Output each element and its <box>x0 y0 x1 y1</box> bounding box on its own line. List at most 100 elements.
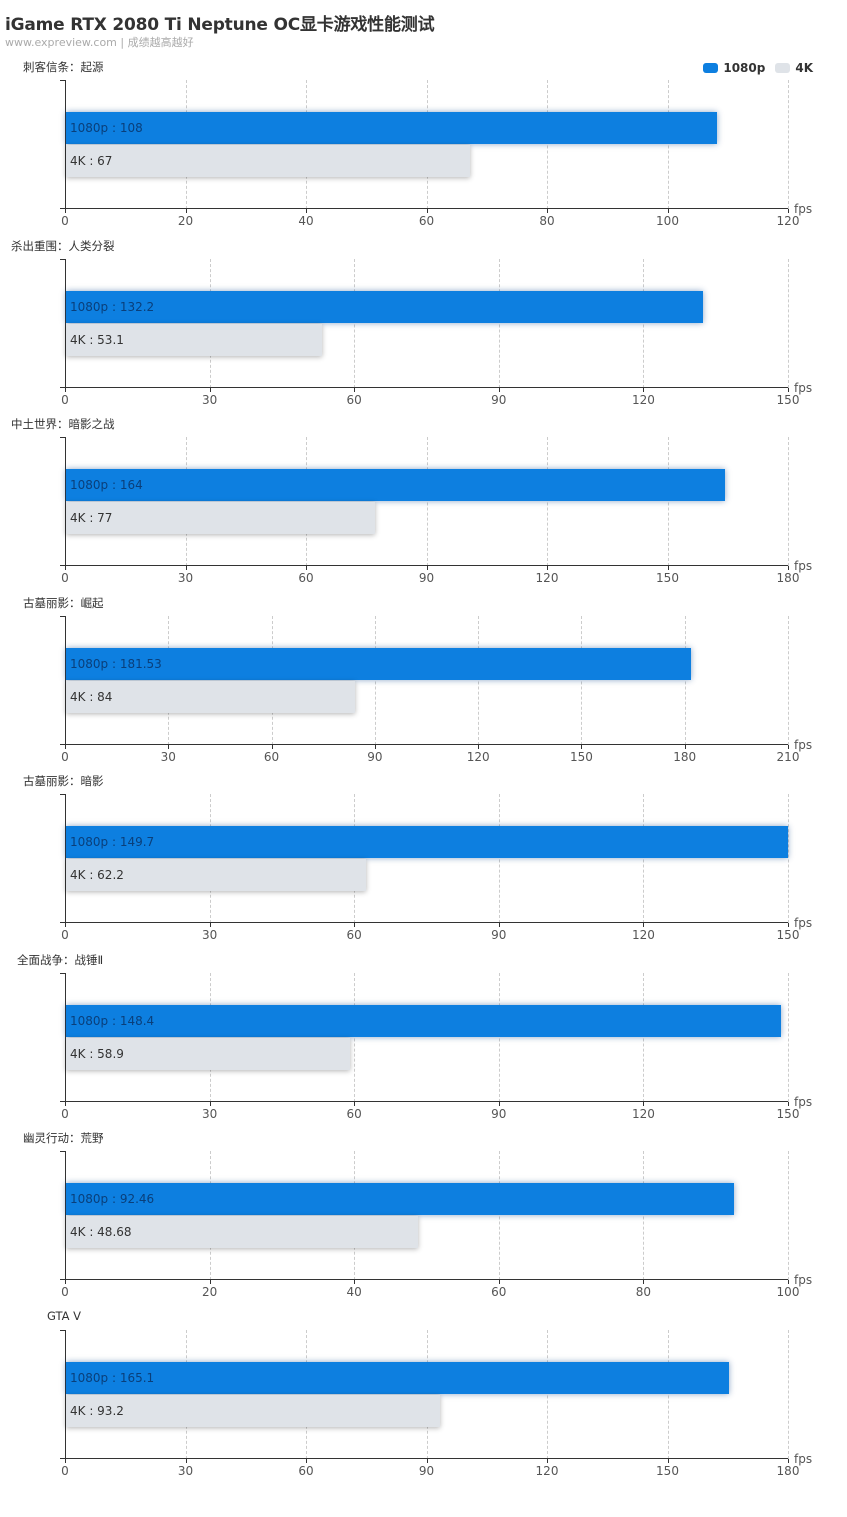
x-tick <box>498 1280 500 1284</box>
x-tick <box>667 209 669 213</box>
x-tick-label: 0 <box>61 1464 69 1478</box>
bar-4k[interactable]: 4K : 58.9 <box>66 1038 350 1070</box>
x-tick <box>547 1459 548 1463</box>
x-tick-label: 150 <box>776 928 800 942</box>
bar-1080p[interactable]: 1080p : 148.4 <box>66 1005 782 1037</box>
x-tick <box>581 745 583 749</box>
gridline <box>306 437 307 566</box>
x-tick <box>426 566 428 570</box>
gridline <box>498 973 500 1102</box>
chart-panel: 刺客信条：起源 0 20 40 60 80 100 120 fps 1080p : 108 4K :… <box>0 60 847 245</box>
x-tick-label: 20 <box>177 214 194 228</box>
bar-1080p[interactable]: 1080p : 108 <box>66 112 717 144</box>
x-tick <box>547 566 548 570</box>
x-tick <box>65 745 66 749</box>
gridline <box>185 437 187 566</box>
gridline <box>788 259 789 388</box>
bar-1080p[interactable]: 1080p : 164 <box>66 469 725 501</box>
x-axis-unit: fps <box>794 381 813 395</box>
x-tick-label: 120 <box>535 1464 559 1478</box>
x-tick <box>788 1280 789 1284</box>
gridline <box>643 794 645 923</box>
bar-1080p[interactable]: 1080p : 92.46 <box>66 1183 735 1215</box>
x-tick-label: 0 <box>61 1285 69 1299</box>
chart-title: 幽灵行动：荒野 <box>23 1131 104 1145</box>
x-tick <box>667 1459 669 1463</box>
bar-1080p[interactable]: 1080p : 165.1 <box>66 1362 730 1394</box>
plot-area: 0 30 60 90 120 150 fps 1080p : 149.7 4K : 62.2 <box>60 794 812 942</box>
x-tick <box>65 1459 66 1463</box>
chart-panel: 全面战争：战锤Ⅱ 0 30 60 90 120 150 fps 1080p : 148.4 4K … <box>0 953 847 1138</box>
gridline <box>168 616 170 745</box>
x-tick <box>306 1459 307 1463</box>
x-tick-label: 60 <box>263 750 280 764</box>
x-tick <box>788 745 789 749</box>
gridline <box>354 973 356 1102</box>
x-tick <box>478 745 480 749</box>
x-tick-label: 90 <box>491 393 507 407</box>
bar-4k[interactable]: 4K : 84 <box>66 681 356 713</box>
bar-1080p[interactable]: 1080p : 149.7 <box>66 826 788 858</box>
gridline <box>306 1330 307 1459</box>
x-axis-unit: fps <box>794 202 813 216</box>
bar-1080p[interactable]: 1080p : 132.2 <box>66 291 704 323</box>
x-tick <box>498 388 500 392</box>
x-tick-label: 40 <box>346 1285 362 1299</box>
bar-4k[interactable]: 4K : 77 <box>66 502 376 534</box>
x-tick-label: 120 <box>776 214 800 228</box>
bar-4k[interactable]: 4K : 93.2 <box>66 1395 441 1427</box>
gridline <box>354 259 356 388</box>
y-axis <box>65 259 66 388</box>
x-tick-label: 80 <box>635 1285 652 1299</box>
x-tick <box>185 566 187 570</box>
x-tick <box>684 745 686 749</box>
bar-1080p[interactable]: 1080p : 181.53 <box>66 648 691 680</box>
gridline <box>788 80 789 209</box>
legend-item-4k[interactable]: 4K <box>775 61 813 75</box>
chart-panel: 中土世界：暗影之战 0 30 60 90 120 150 180 fps 1080p : 164 4… <box>0 417 847 602</box>
x-tick-label: 20 <box>201 1285 218 1299</box>
y-axis-tick <box>60 794 65 795</box>
x-tick-label: 60 <box>418 214 435 228</box>
x-tick <box>65 209 66 213</box>
x-tick <box>209 388 211 392</box>
gridline <box>643 1151 645 1280</box>
x-axis-unit: fps <box>794 559 813 573</box>
gridline <box>684 616 686 745</box>
gridline <box>426 437 428 566</box>
legend-item-1080p[interactable]: 1080p <box>703 61 765 75</box>
x-axis-unit: fps <box>794 916 813 930</box>
bar-4k[interactable]: 4K : 48.68 <box>66 1216 418 1248</box>
chart-legend: 1080p 4K <box>693 61 813 75</box>
y-axis-tick <box>60 616 65 617</box>
x-tick <box>209 1102 211 1106</box>
x-axis <box>60 1101 788 1102</box>
x-axis-unit: fps <box>794 738 813 752</box>
x-tick <box>65 388 66 392</box>
plot-area: 0 30 60 90 120 150 180 fps 1080p : 165.1 4K : 93.… <box>60 1330 812 1478</box>
legend-swatch-4k-icon <box>775 63 791 73</box>
x-tick-label: 180 <box>776 1464 800 1478</box>
x-tick-label: 60 <box>298 1464 314 1478</box>
x-tick-label: 90 <box>491 1107 507 1121</box>
gridline <box>643 259 645 388</box>
x-tick <box>306 209 307 213</box>
x-tick-label: 100 <box>656 214 679 228</box>
plot-area: 0 20 40 60 80 100 120 fps 1080p : 108 4K : 67 <box>60 80 812 228</box>
bar-4k[interactable]: 4K : 67 <box>66 145 470 177</box>
plot-area: 0 30 60 90 120 150 180 fps 1080p : 164 4K : 77 <box>60 437 812 585</box>
gridline <box>788 1151 789 1280</box>
page-subtitle: www.expreview.com | 成绩越高越好 <box>5 36 194 49</box>
y-axis <box>65 437 66 566</box>
x-axis-unit: fps <box>794 1095 813 1109</box>
x-tick-label: 0 <box>61 750 69 764</box>
gridline <box>547 437 548 566</box>
x-tick <box>65 923 66 927</box>
bar-4k[interactable]: 4K : 62.2 <box>66 859 366 891</box>
x-tick <box>271 745 273 749</box>
gridline <box>667 1330 669 1459</box>
x-tick-label: 80 <box>539 214 555 228</box>
x-tick-label: 90 <box>491 928 507 942</box>
gridline <box>581 616 583 745</box>
bar-4k[interactable]: 4K : 53.1 <box>66 324 322 356</box>
